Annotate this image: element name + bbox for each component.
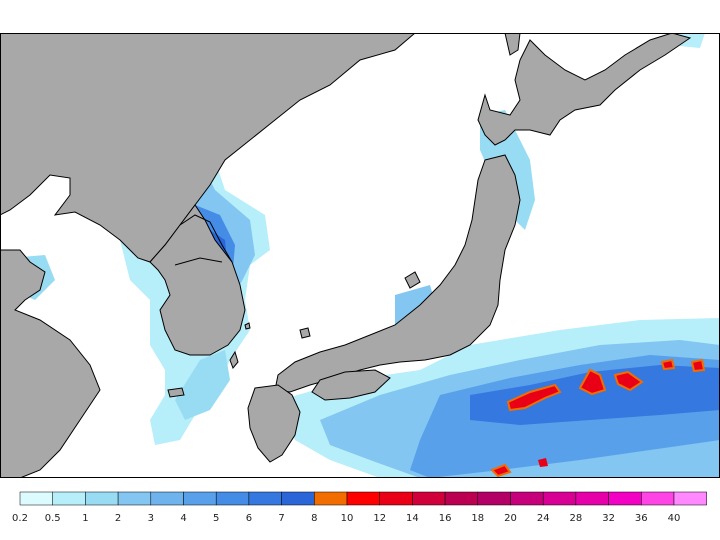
legend-label: 24 (537, 513, 550, 524)
precip-core-5 (690, 358, 706, 373)
legend-swatch (117, 491, 152, 506)
legend-swatch (85, 491, 119, 506)
legend-swatch (183, 491, 217, 506)
legend-label: 1 (82, 513, 88, 524)
legend-label: 2 (115, 513, 121, 524)
legend-label: 10 (341, 513, 354, 524)
land-kyushu (247, 384, 301, 463)
legend-swatch (248, 491, 282, 506)
legend-label: 12 (373, 513, 386, 524)
legend-swatch (444, 491, 479, 506)
legend-label: 0.2 (12, 513, 28, 524)
legend-swatch (542, 491, 577, 506)
precip-tsushima (175, 350, 230, 420)
legend-label: 6 (246, 513, 252, 524)
precip-pacific-heavy (470, 365, 720, 425)
legend-swatch (608, 491, 642, 506)
legend-swatch (412, 491, 446, 506)
land-china-south (0, 249, 101, 478)
legend-swatch (19, 491, 53, 506)
legend-swatch (379, 491, 413, 506)
legend-label: 8 (311, 513, 317, 524)
legend-label: 32 (602, 513, 615, 524)
island-dokdo (244, 322, 251, 330)
precip-core-4 (660, 358, 676, 371)
precip-core-2 (578, 368, 607, 396)
land (0, 32, 692, 478)
legend-swatch (346, 491, 380, 506)
island-jeju (167, 387, 185, 398)
legend-bins (19, 491, 707, 506)
land-shikoku (311, 369, 391, 401)
legend-label: 14 (406, 513, 419, 524)
land-honshu (274, 154, 521, 393)
land-korea (149, 204, 246, 356)
precip-core-3 (613, 370, 644, 392)
precip-core-7 (538, 458, 548, 467)
precip-core-1 (506, 383, 562, 412)
legend-label: 3 (148, 513, 154, 524)
island-sado (404, 271, 421, 289)
legend-swatch (281, 491, 315, 506)
legend-swatch (575, 491, 609, 506)
color-scale-legend: 0.2 0.5 1 2 3 4 5 6 7 8 10 12 14 16 18 20 24 28 32 36 40 (12, 491, 707, 524)
legend-swatch (314, 491, 348, 506)
islands (167, 271, 421, 398)
precipitation-map (0, 0, 720, 478)
legend-label: 18 (471, 513, 484, 524)
border-line (179, 214, 233, 263)
legend-label: 0.5 (45, 513, 61, 524)
legend-swatch (510, 491, 544, 506)
legend-swatch (673, 491, 707, 506)
legend-labels: 0.2 0.5 1 2 3 4 5 6 7 8 10 12 14 16 18 20 24 28 32 36 40 (12, 513, 680, 524)
land-hokkaido (477, 32, 692, 146)
legend-swatch (477, 491, 511, 506)
legend-label: 20 (504, 513, 517, 524)
legend-label: 36 (635, 513, 648, 524)
legend-label: 5 (213, 513, 219, 524)
top-margin (0, 0, 720, 33)
island-oki (299, 327, 311, 339)
legend-label: 4 (180, 513, 186, 524)
legend-label: 7 (278, 513, 284, 524)
legend-label: 40 (668, 513, 681, 524)
legend-swatch (641, 491, 675, 506)
legend-swatch (150, 491, 184, 506)
precip-core-6 (490, 463, 512, 478)
island-tsushima (229, 350, 239, 369)
legend-swatch (215, 491, 250, 506)
legend-label: 28 (570, 513, 583, 524)
legend-swatch (52, 491, 86, 506)
korea-dmz-line (174, 257, 223, 266)
legend-label: 16 (439, 513, 452, 524)
